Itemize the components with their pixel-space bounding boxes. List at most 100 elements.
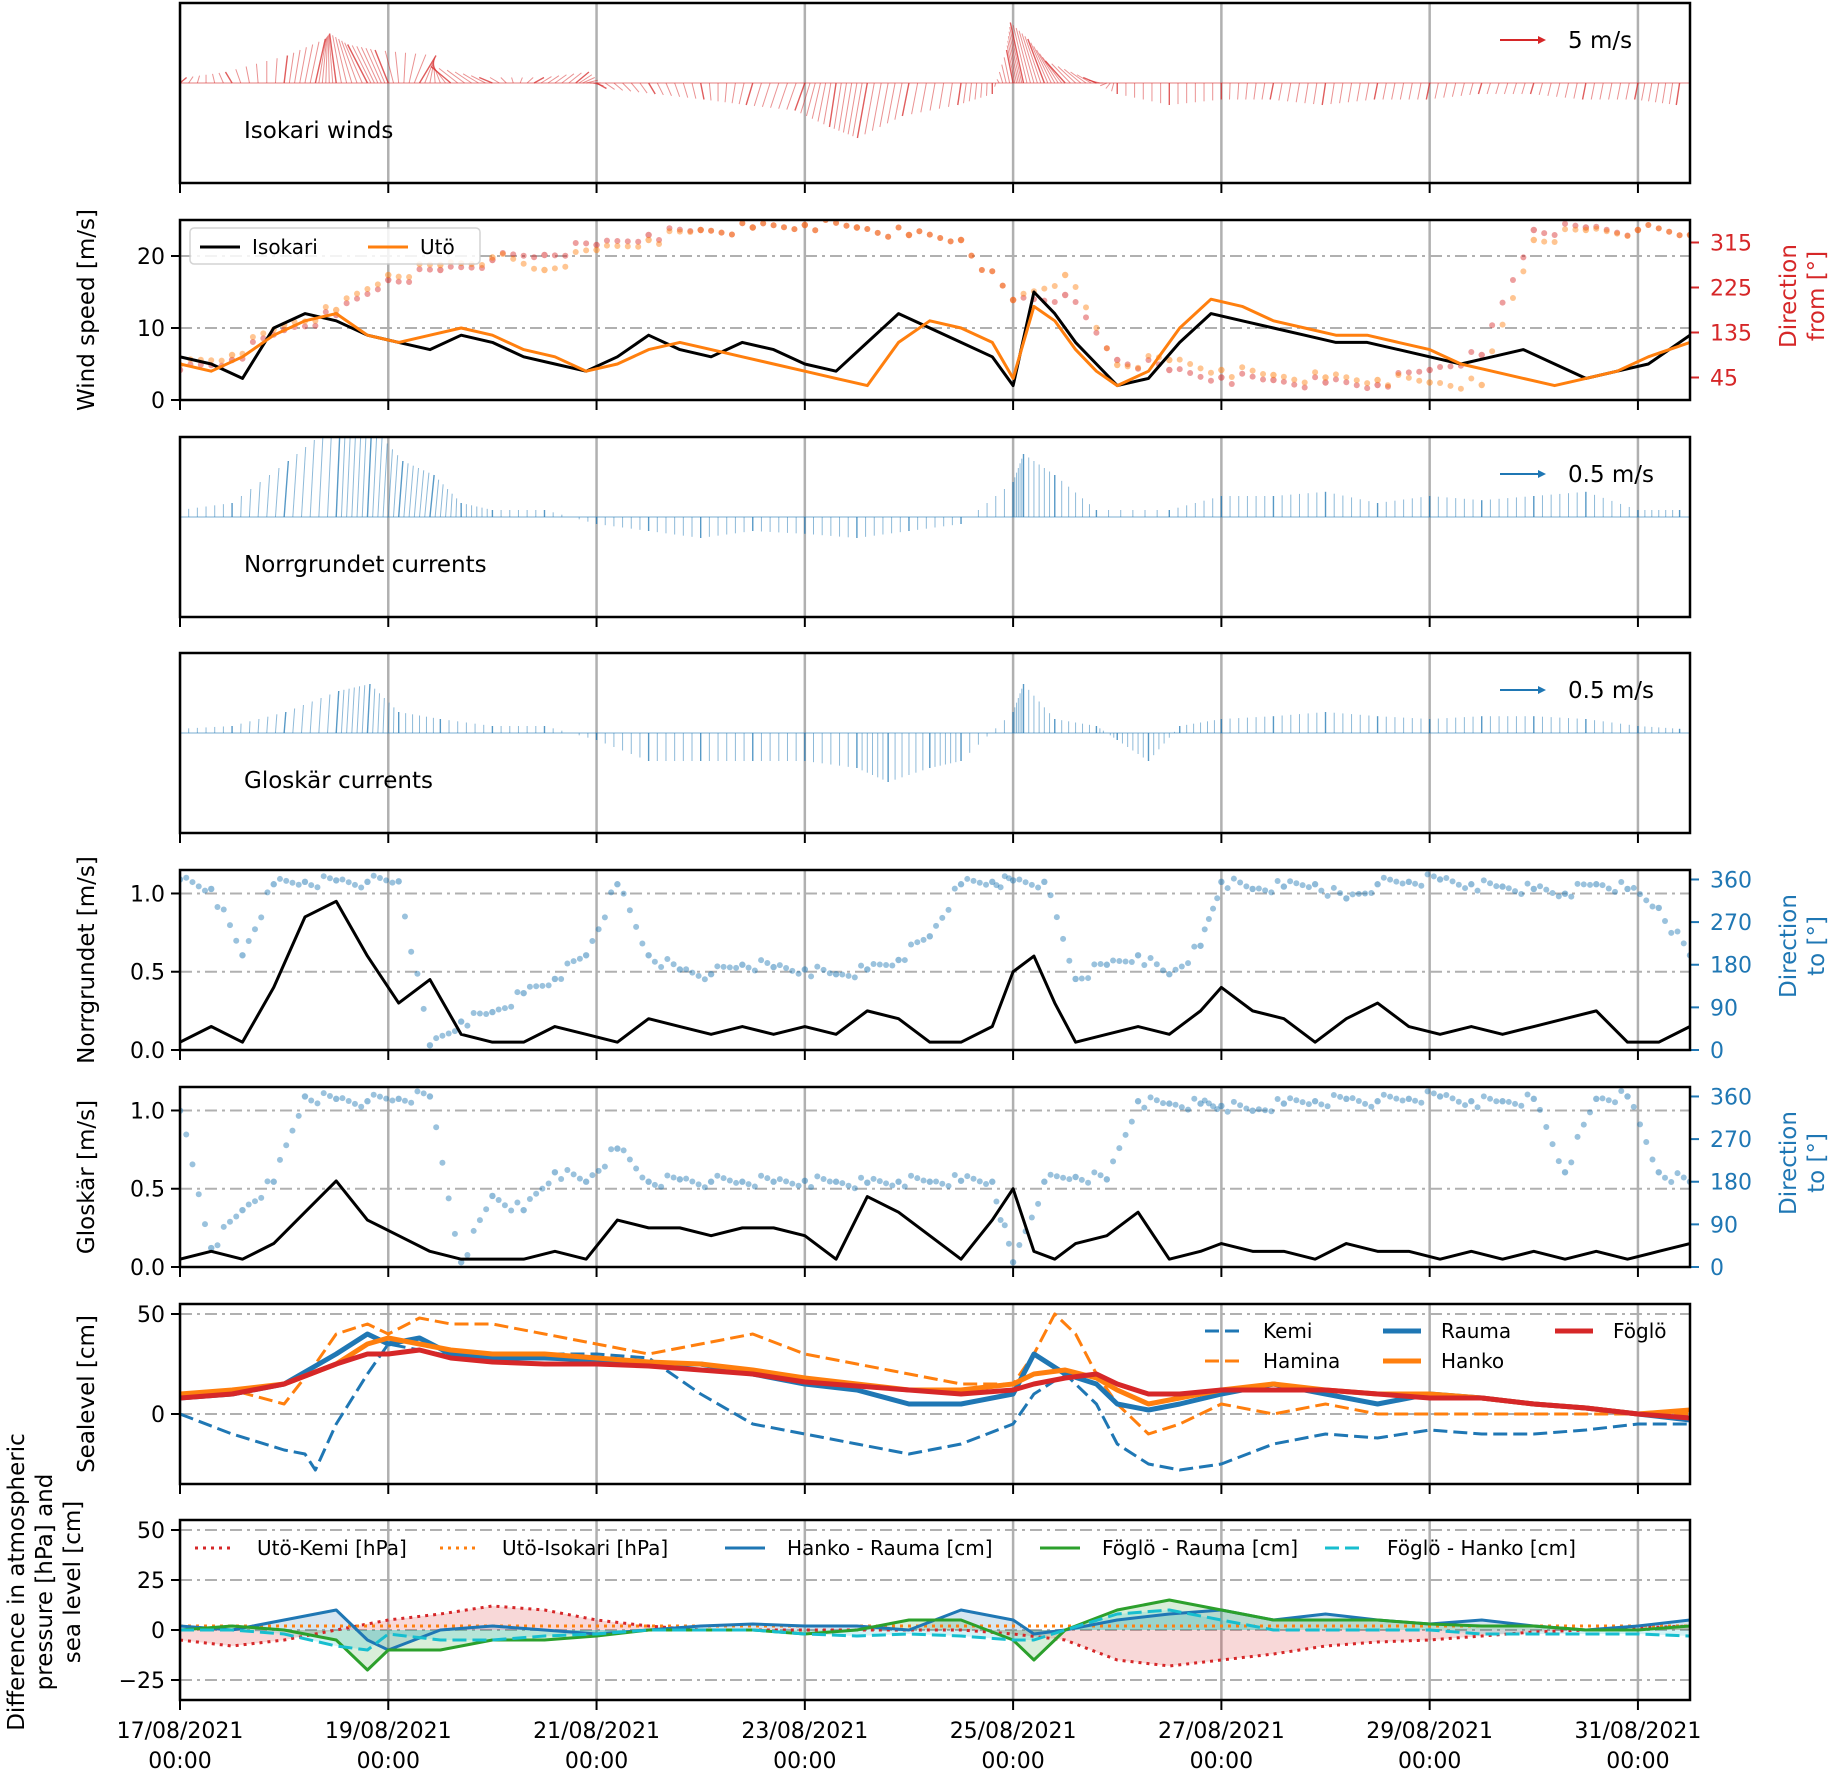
quiver-arrow <box>1339 82 1344 104</box>
legend-label: Föglö - Hanko [cm] <box>1387 1536 1576 1560</box>
direction-point <box>301 1093 309 1100</box>
direction-point <box>695 1181 702 1188</box>
quiver-arrow <box>418 55 437 84</box>
quiver-arrow <box>1070 71 1087 84</box>
quiver-arrow <box>674 82 681 97</box>
direction-point <box>1145 357 1152 363</box>
direction-point <box>760 220 767 227</box>
direction-point <box>808 973 815 980</box>
quiver-arrow <box>968 82 972 102</box>
direction-point <box>933 922 940 929</box>
quiver-arrow <box>188 76 194 84</box>
direction-point <box>864 966 871 973</box>
direction-point <box>1009 1259 1017 1266</box>
direction-point <box>445 1030 452 1037</box>
direction-point <box>551 975 559 983</box>
quiver-arrow <box>255 63 259 84</box>
direction-point <box>1260 371 1267 377</box>
direction-point <box>1103 1176 1111 1183</box>
quiver-arrow <box>340 689 345 734</box>
quiver-arrow <box>446 69 465 84</box>
left-tick-label: 50 <box>137 1519 165 1544</box>
quiver-arrow <box>318 437 324 518</box>
direction-point <box>426 1093 434 1100</box>
direction-point <box>1437 380 1444 386</box>
direction-point <box>1405 878 1413 886</box>
direction-point <box>726 1177 733 1184</box>
quiver-arrow <box>592 82 604 87</box>
direction-point <box>1436 1093 1444 1100</box>
quiver-arrow <box>656 82 664 96</box>
direction-point <box>301 323 308 330</box>
direction-point <box>1268 1108 1275 1115</box>
quiver-arrow <box>382 697 385 734</box>
direction-point <box>1324 1103 1331 1110</box>
direction-point <box>479 265 485 271</box>
direction-point <box>495 1196 502 1203</box>
direction-point <box>1249 367 1256 374</box>
x-tick-label: 25/08/2021 00:00 <box>950 1719 1077 1774</box>
direction-point <box>895 956 902 964</box>
direction-point <box>764 960 771 967</box>
direction-point <box>483 1206 490 1213</box>
legend-label: Hamina <box>1263 1349 1340 1373</box>
direction-point <box>620 890 627 897</box>
direction-point <box>195 1191 202 1198</box>
direction-point <box>1555 1158 1562 1165</box>
direction-point <box>420 1005 427 1012</box>
direction-point <box>414 1088 421 1095</box>
quiver-arrow <box>911 82 919 115</box>
quiver-arrow <box>351 45 372 84</box>
quiver-arrow <box>419 470 425 518</box>
direction-point <box>195 883 202 890</box>
series-line <box>180 1598 1690 1672</box>
quiver-arrow <box>1005 49 1014 84</box>
quiver-arrow <box>1391 82 1396 100</box>
quiver-arrow <box>1356 82 1361 102</box>
direction-point <box>751 1183 758 1190</box>
direction-point <box>1562 220 1569 227</box>
direction-point <box>1549 889 1556 896</box>
quiver-arrow <box>1295 82 1300 103</box>
quiver-arrow <box>1261 82 1266 100</box>
quiver-arrow <box>1237 82 1240 100</box>
direction-point <box>1541 238 1548 245</box>
direction-point <box>947 238 954 245</box>
direction-point <box>526 983 533 990</box>
direction-point <box>1541 230 1548 237</box>
direction-point <box>358 1103 365 1110</box>
direction-point <box>1291 376 1298 383</box>
direction-point <box>639 940 646 947</box>
axes-frame <box>178 1 1692 185</box>
direction-point <box>839 971 846 978</box>
left-tick-label: 1.0 <box>130 882 165 907</box>
quiver-arrow <box>1512 82 1517 95</box>
quiver-arrow <box>424 472 430 518</box>
direction-point <box>1637 1121 1644 1128</box>
direction-point <box>531 265 538 272</box>
quiver-arrow <box>341 40 358 84</box>
direction-point <box>745 1181 752 1188</box>
quiver-arrow <box>1347 82 1353 103</box>
quiver-arrow <box>266 716 269 734</box>
direction-point <box>820 966 827 973</box>
direction-point <box>343 295 350 302</box>
direction-point <box>1462 885 1469 892</box>
quiver-arrow <box>328 33 337 84</box>
direction-point <box>1187 361 1194 367</box>
direction-point <box>826 970 833 977</box>
quiver-arrow <box>309 439 315 518</box>
direction-point <box>651 958 658 965</box>
quiver-arrow <box>828 82 837 128</box>
quiver-arrow <box>957 82 962 106</box>
direction-point <box>895 224 902 231</box>
quiver-arrow <box>387 702 390 734</box>
direction-point <box>1353 377 1360 384</box>
direction-point <box>531 254 538 261</box>
direction-point <box>289 879 296 886</box>
direction-point <box>758 957 765 964</box>
quiver-arrow <box>1590 82 1596 100</box>
direction-point <box>376 1093 383 1100</box>
legend-label: Isokari <box>252 235 318 259</box>
quiver-arrow <box>1036 49 1056 84</box>
